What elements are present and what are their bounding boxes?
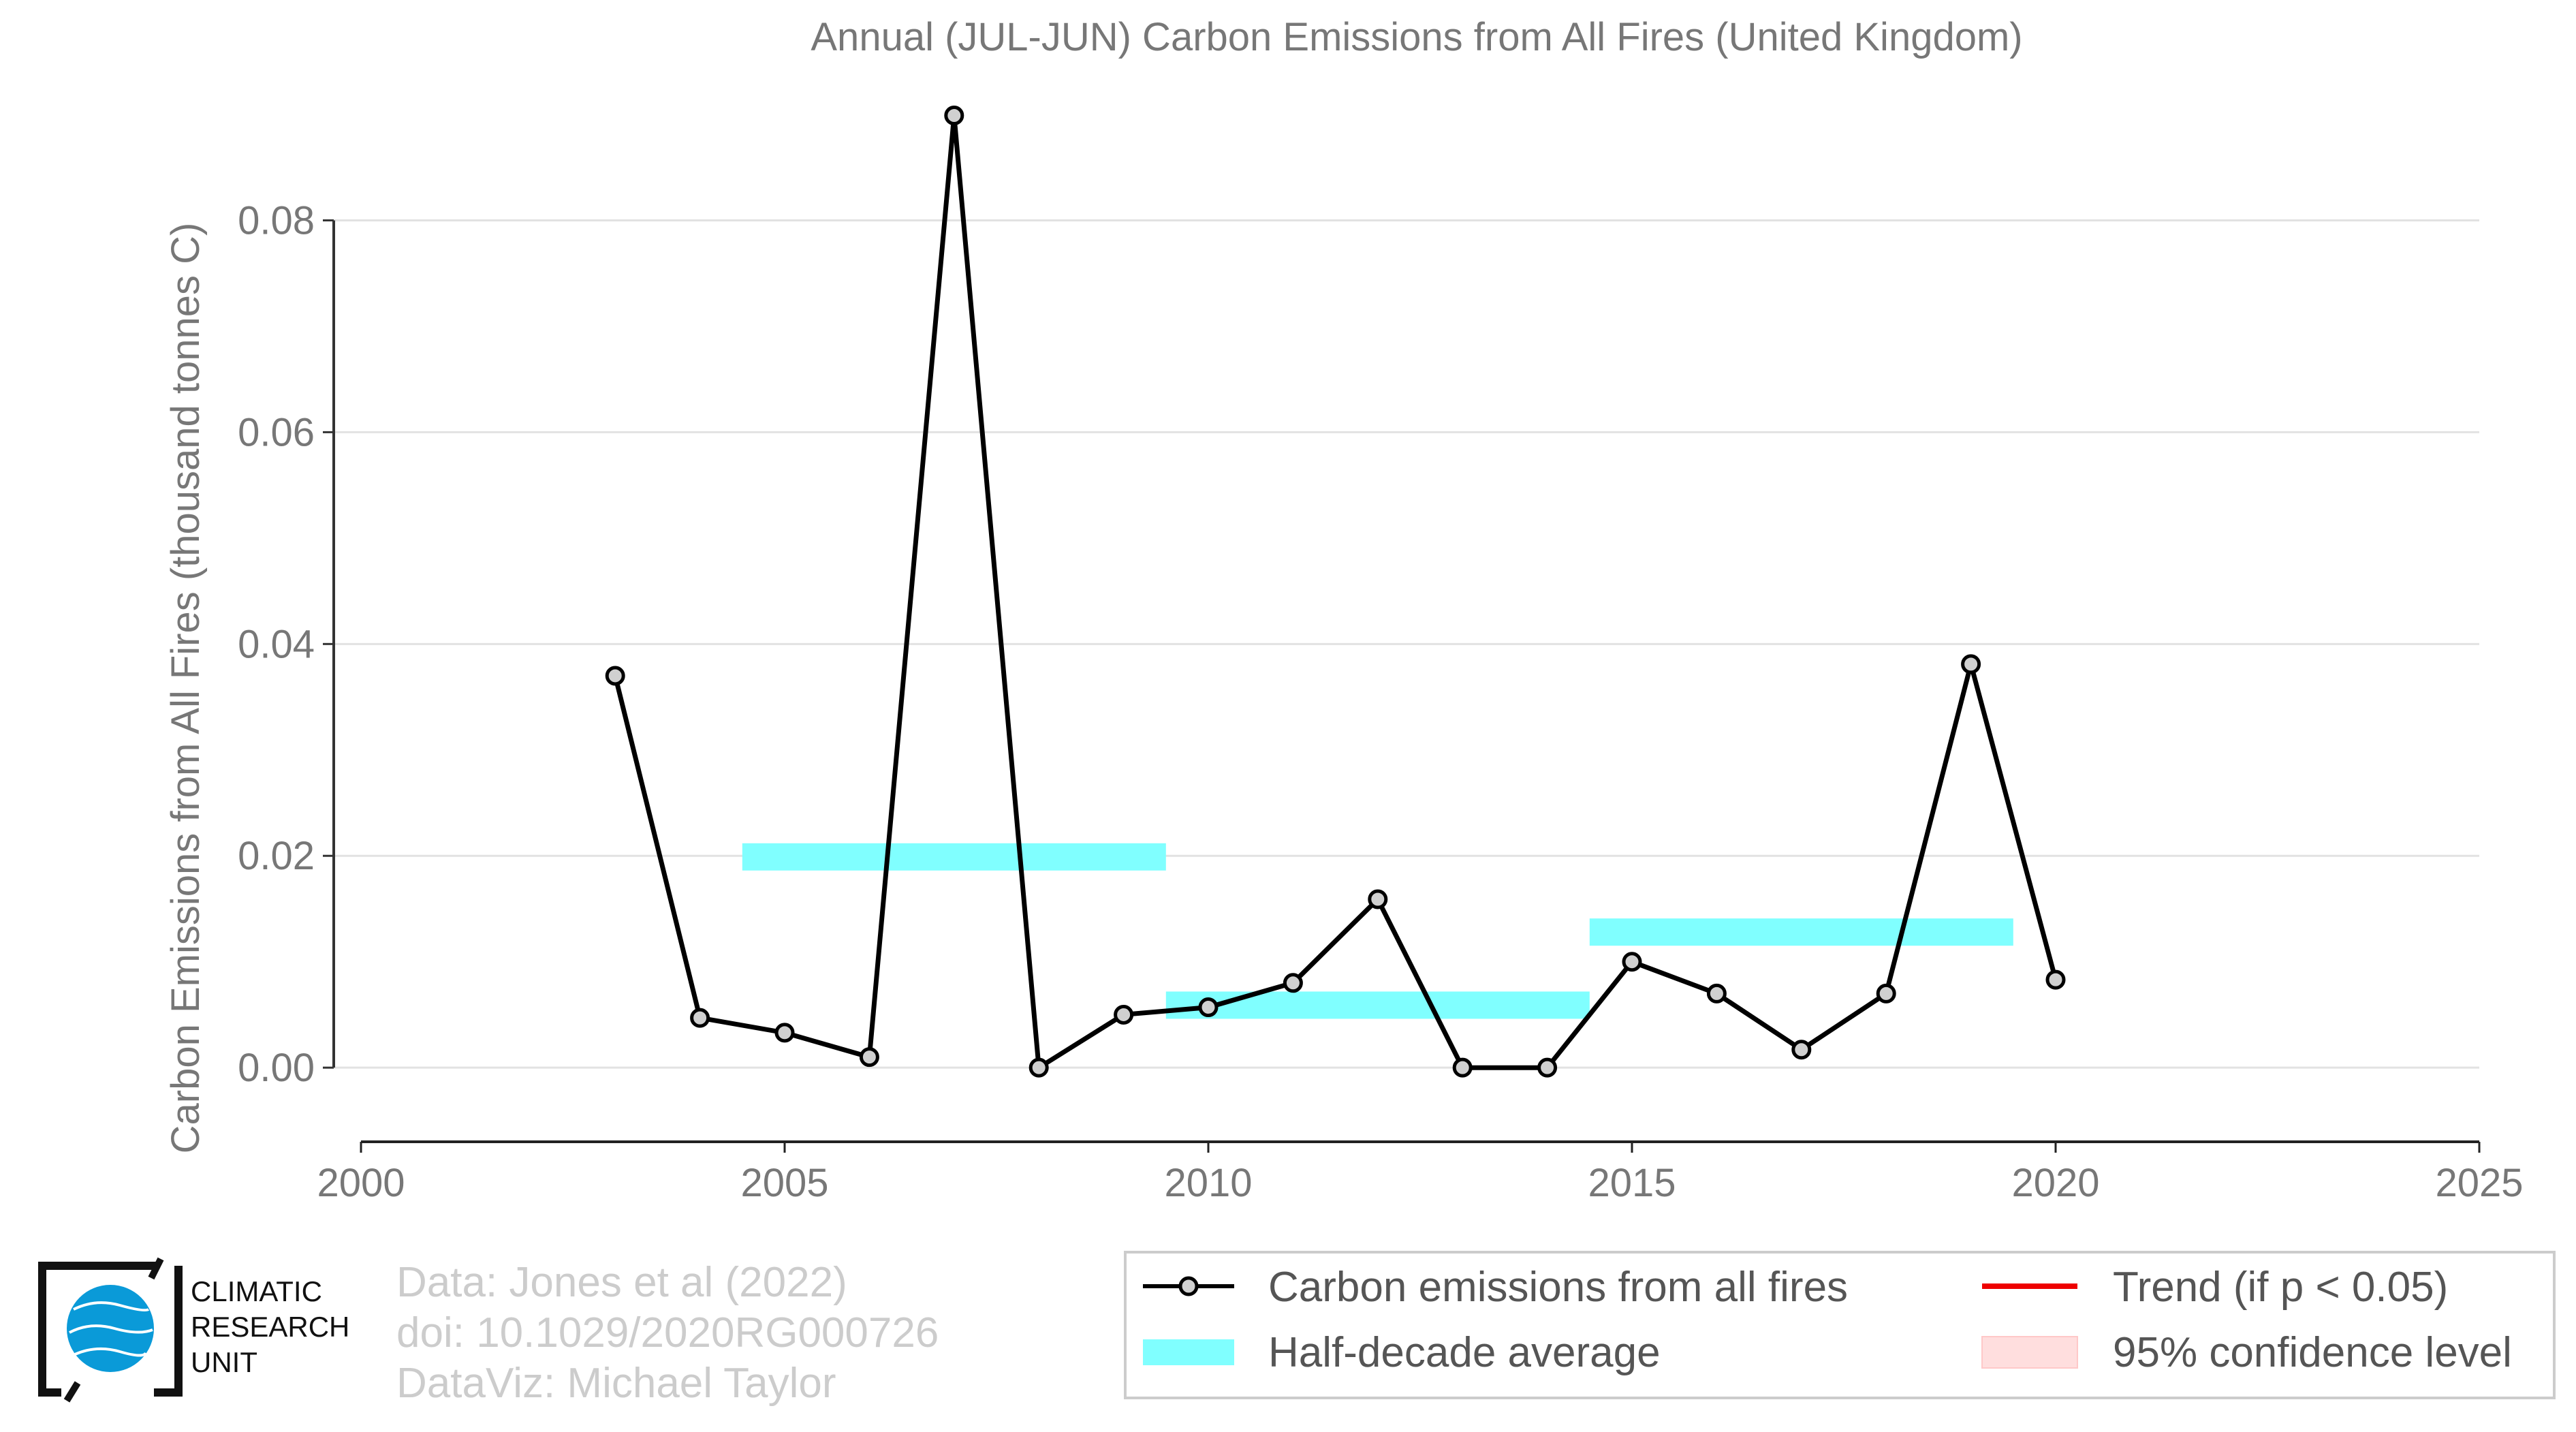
x-tick-label: 2015 [1588, 1161, 1676, 1205]
data-point [1791, 1040, 1812, 1060]
cru-logo [38, 1257, 183, 1403]
data-point [690, 1008, 710, 1028]
legend-label-confidence: 95% confidence level [2113, 1329, 2512, 1376]
y-tick-label: 0.04 [238, 622, 315, 666]
y-tick-label: 0.06 [238, 410, 315, 454]
globe-icon [67, 1285, 154, 1372]
legend-label-emissions: Carbon emissions from all fires [1268, 1264, 1848, 1311]
data-point [1283, 973, 1303, 993]
x-tick-label: 2020 [2011, 1161, 2099, 1205]
data-point [774, 1023, 795, 1043]
logo-line-1: CLIMATIC [191, 1275, 322, 1307]
legend-item-confidence: 95% confidence level [1981, 1329, 2512, 1376]
legend: Carbon emissions from all fires Trend (i… [1124, 1251, 2556, 1399]
data-point [605, 666, 625, 686]
data-point [1961, 654, 1981, 674]
data-point [1622, 952, 1642, 972]
legend-confidence-swatch [1981, 1336, 2078, 1369]
data-point [1452, 1057, 1473, 1078]
legend-item-emissions: Carbon emissions from all fires [1143, 1264, 1848, 1311]
y-tick-label: 0.00 [238, 1046, 315, 1090]
half-decade-bar [742, 843, 1166, 871]
half-decade-bar [1165, 991, 1590, 1019]
credits: Data: Jones et al (2022) doi: 10.1029/20… [396, 1258, 939, 1409]
credit-doi: doi: 10.1029/2020RG000726 [396, 1309, 939, 1356]
y-axis: 0.00 0.02 0.04 0.06 0.08 [238, 198, 335, 1090]
legend-marker-swatch [1178, 1276, 1199, 1296]
legend-band-swatch [1143, 1339, 1234, 1365]
legend-item-half-decade: Half-decade average [1143, 1329, 1661, 1376]
half-decade-bar [1589, 918, 2013, 946]
legend-label-half-decade: Half-decade average [1268, 1329, 1661, 1376]
y-tick-label: 0.02 [238, 834, 315, 878]
series-line [612, 113, 2058, 1070]
data-point [2045, 969, 2066, 990]
legend-item-trend: Trend (if p < 0.05) [1982, 1264, 2448, 1311]
half-decade-bands [742, 843, 2013, 1019]
logo-line-2: RESEARCH [191, 1311, 350, 1343]
data-point [944, 106, 964, 126]
legend-box [1124, 1251, 2556, 1399]
x-tick-label: 2000 [317, 1161, 405, 1205]
data-point [1706, 983, 1727, 1003]
data-point [1028, 1057, 1049, 1078]
credit-dataviz: DataViz: Michael Taylor [396, 1360, 836, 1407]
data-point [1537, 1057, 1558, 1078]
chart-title: Annual (JUL-JUN) Carbon Emissions from A… [811, 15, 2022, 59]
x-tick-label: 2025 [2435, 1161, 2523, 1205]
credit-data: Data: Jones et al (2022) [396, 1259, 847, 1306]
emissions-series [605, 106, 2066, 1078]
logo-line-3: UNIT [191, 1346, 257, 1378]
logo-frame [38, 1262, 183, 1397]
data-point [1198, 997, 1219, 1018]
x-axis: 2000 2005 2010 2015 2020 2025 [317, 1140, 2524, 1205]
y-axis-label: Carbon Emissions from All Fires (thousan… [163, 223, 208, 1154]
data-point [859, 1047, 879, 1068]
x-tick-label: 2005 [740, 1161, 828, 1205]
legend-label-trend: Trend (if p < 0.05) [2113, 1264, 2448, 1311]
data-point [1876, 983, 1896, 1003]
gridlines [334, 219, 2479, 1069]
logo-text: CLIMATIC RESEARCH UNIT [191, 1274, 349, 1380]
y-tick-label: 0.08 [238, 198, 315, 243]
data-point [1368, 889, 1388, 909]
data-point [1114, 1004, 1134, 1025]
x-tick-label: 2010 [1164, 1161, 1252, 1205]
